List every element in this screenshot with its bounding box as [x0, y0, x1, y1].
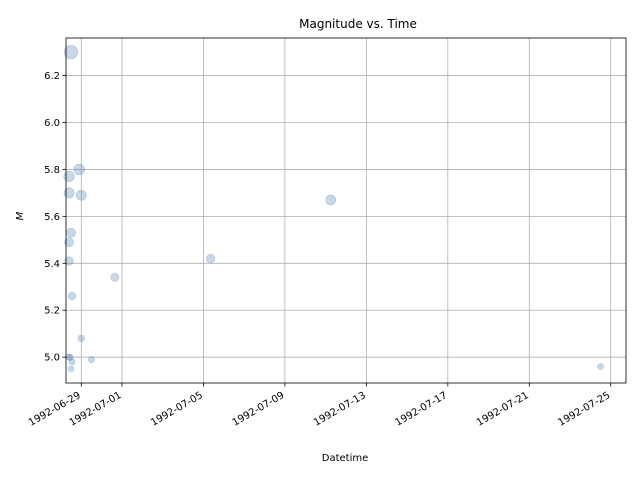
data-point	[205, 253, 216, 264]
data-point	[66, 227, 76, 238]
y-axis-label: M	[15, 211, 26, 220]
y-tick-label: 6.2	[44, 71, 60, 82]
data-point	[325, 194, 337, 206]
y-tick-label: 6.0	[44, 118, 60, 129]
data-point	[73, 163, 85, 176]
y-tick-label: 5.6	[44, 212, 60, 223]
data-point	[67, 365, 75, 373]
y-tick-label: 5.4	[44, 259, 60, 270]
x-tick-label: 1992-07-05	[149, 390, 205, 429]
data-point	[64, 256, 74, 266]
data-point	[67, 291, 77, 301]
data-point	[75, 189, 87, 201]
data-point	[66, 353, 74, 361]
y-tick-label: 5.0	[44, 353, 60, 364]
data-point	[597, 363, 604, 370]
y-tick-label: 5.2	[44, 306, 60, 317]
data-point	[64, 237, 74, 248]
data-points	[63, 44, 604, 373]
data-point	[63, 44, 79, 60]
x-tick-label: 1992-07-13	[312, 390, 368, 429]
data-point	[77, 334, 85, 343]
x-axis-label: Datetime	[322, 453, 369, 464]
x-tick-label: 1992-07-21	[475, 390, 531, 429]
grid-lines	[66, 38, 626, 383]
x-tick-label: 1992-07-17	[393, 390, 449, 429]
x-tick-label: 1992-07-25	[556, 390, 612, 429]
data-point	[110, 272, 120, 282]
plot-frame	[65, 37, 627, 384]
chart-title: Magnitude vs. Time	[299, 17, 417, 31]
data-point	[63, 170, 75, 183]
y-tick-label: 5.8	[44, 165, 60, 176]
x-tick-label: 1992-07-09	[231, 390, 287, 429]
data-point	[63, 187, 75, 199]
data-point	[68, 358, 76, 366]
data-point	[88, 356, 95, 363]
